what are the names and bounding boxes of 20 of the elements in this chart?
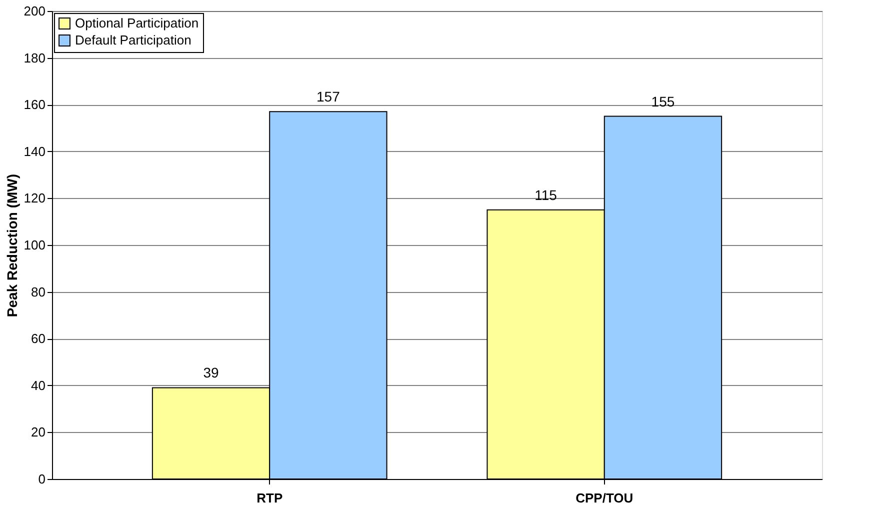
y-tick-label: 20 [31, 424, 46, 440]
y-tick-label: 40 [31, 378, 46, 393]
data-label: 39 [203, 364, 220, 381]
legend-label: Default Participation [75, 32, 192, 48]
data-label: 115 [534, 186, 558, 203]
y-tick-label: 80 [31, 284, 46, 300]
y-tick-label: 0 [38, 472, 46, 486]
x-tick-label: RTP [256, 490, 283, 506]
y-tick-label: 120 [24, 190, 46, 206]
data-label: 157 [316, 88, 340, 105]
y-tick-label: 160 [24, 97, 46, 112]
legend-label: Optional Participation [75, 16, 199, 30]
data-label: 155 [651, 93, 675, 110]
y-tick-label: 140 [24, 144, 46, 159]
y-tick-label: 60 [31, 331, 46, 346]
y-tick-label: 200 [24, 4, 46, 18]
y-tick-label: 100 [24, 238, 46, 252]
x-tick-label: CPP/TOU [576, 490, 634, 506]
y-tick-label: 180 [24, 50, 46, 66]
y-axis-title: Peak Reduction (MW) [4, 174, 20, 318]
